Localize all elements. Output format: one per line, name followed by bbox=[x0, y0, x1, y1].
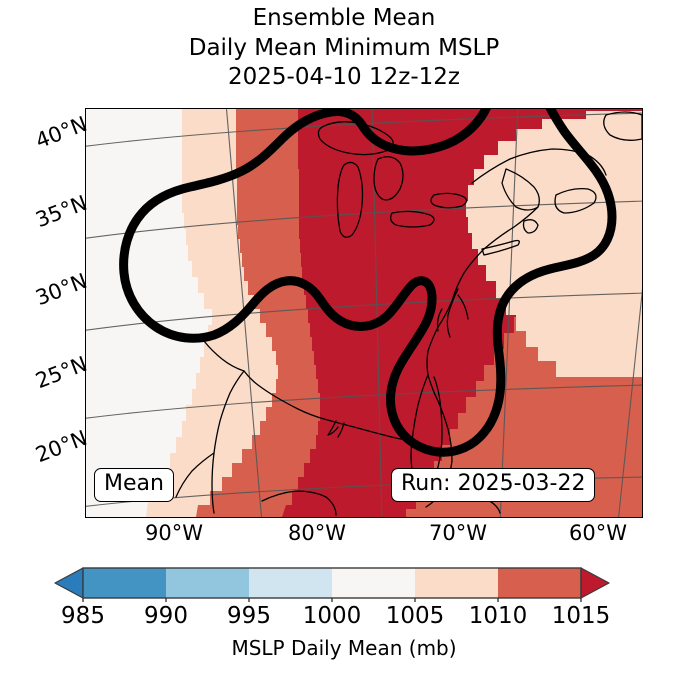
graticule-parallel-30N bbox=[86, 292, 642, 331]
colorbar-extend-max bbox=[580, 567, 610, 599]
lon-label-90W: 90°W bbox=[145, 521, 203, 545]
colorbar-axis-title: MSLP Daily Mean (mb) bbox=[231, 636, 457, 660]
coast-long-island bbox=[481, 239, 520, 256]
coast-mexico-interior bbox=[175, 452, 215, 498]
highlight-contour-mean bbox=[119, 109, 617, 457]
colorbar-band-1010-1015 bbox=[498, 568, 581, 598]
coast-gulf-north bbox=[243, 370, 413, 442]
colorbar-tick-label-990: 990 bbox=[144, 603, 188, 629]
coast-rio-grande bbox=[203, 340, 245, 372]
lon-label-60W: 60°W bbox=[569, 521, 627, 545]
coast-mississippi-delta bbox=[327, 420, 345, 438]
colorbar: 985 990 995 1000 1005 1010 1015 MSLP Dai… bbox=[0, 560, 688, 674]
colorbar-tick-label-1015: 1015 bbox=[551, 603, 611, 629]
graticule-parallel-40N bbox=[86, 112, 642, 147]
coast-chesapeake bbox=[436, 288, 469, 338]
lat-label-40N: 40°N bbox=[32, 111, 91, 154]
lat-label-20N: 20°N bbox=[32, 425, 91, 468]
colorbar-tick-label-1010: 1010 bbox=[468, 603, 528, 629]
coast-lake-michigan bbox=[336, 161, 364, 238]
colorbar-band-995-1000 bbox=[249, 568, 332, 598]
colorbar-tick-label-1000: 1000 bbox=[302, 603, 362, 629]
colorbar-tick-label-1005: 1005 bbox=[385, 603, 445, 629]
coast-lake-ontario bbox=[430, 192, 468, 209]
coast-lake-huron bbox=[373, 156, 404, 201]
title-line-1: Ensemble Mean bbox=[252, 5, 436, 31]
colorbar-extend-min bbox=[54, 567, 84, 599]
map-svg bbox=[86, 109, 642, 517]
legend-tag-run: Run: 2025-03-22 bbox=[391, 468, 596, 503]
coast-cape-cod bbox=[522, 219, 539, 234]
coast-st-lawrence bbox=[471, 148, 607, 184]
graticule bbox=[86, 109, 642, 517]
colorbar-band-990-995 bbox=[166, 568, 249, 598]
graticule-meridian-60W bbox=[618, 288, 642, 517]
graticule-parallel-25N bbox=[86, 384, 642, 419]
coast-lake-erie bbox=[390, 210, 435, 228]
lat-label-25N: 25°N bbox=[32, 351, 91, 394]
colorbar-band-985-990 bbox=[83, 568, 166, 598]
title-line-3: 2025-04-10 12z-12z bbox=[228, 64, 460, 90]
lat-label-35N: 35°N bbox=[32, 190, 91, 233]
graticule-parallel-35N bbox=[86, 200, 642, 239]
colorbar-tick-label-985: 985 bbox=[61, 603, 105, 629]
lat-label-30N: 30°N bbox=[32, 268, 91, 311]
coastlines bbox=[175, 111, 642, 516]
lon-label-70W: 70°W bbox=[429, 521, 487, 545]
colorbar-band-1005-1010 bbox=[415, 568, 498, 598]
lon-label-80W: 80°W bbox=[288, 521, 346, 545]
coast-nova-scotia bbox=[554, 187, 597, 214]
colorbar-svg bbox=[54, 567, 610, 602]
colorbar-band-1000-1005 bbox=[332, 568, 415, 598]
colorbar-ticks bbox=[82, 598, 582, 602]
legend-tag-mean: Mean bbox=[94, 468, 174, 503]
colorbar-tick-label-995: 995 bbox=[227, 603, 271, 629]
coast-yucatan bbox=[261, 490, 337, 516]
page-title: Ensemble Mean Daily Mean Minimum MSLP 20… bbox=[0, 4, 688, 93]
title-line-2: Daily Mean Minimum MSLP bbox=[188, 34, 500, 61]
coast-newfoundland bbox=[603, 111, 642, 141]
coast-texas-mexico bbox=[211, 370, 245, 514]
map-plot-area bbox=[85, 108, 643, 518]
